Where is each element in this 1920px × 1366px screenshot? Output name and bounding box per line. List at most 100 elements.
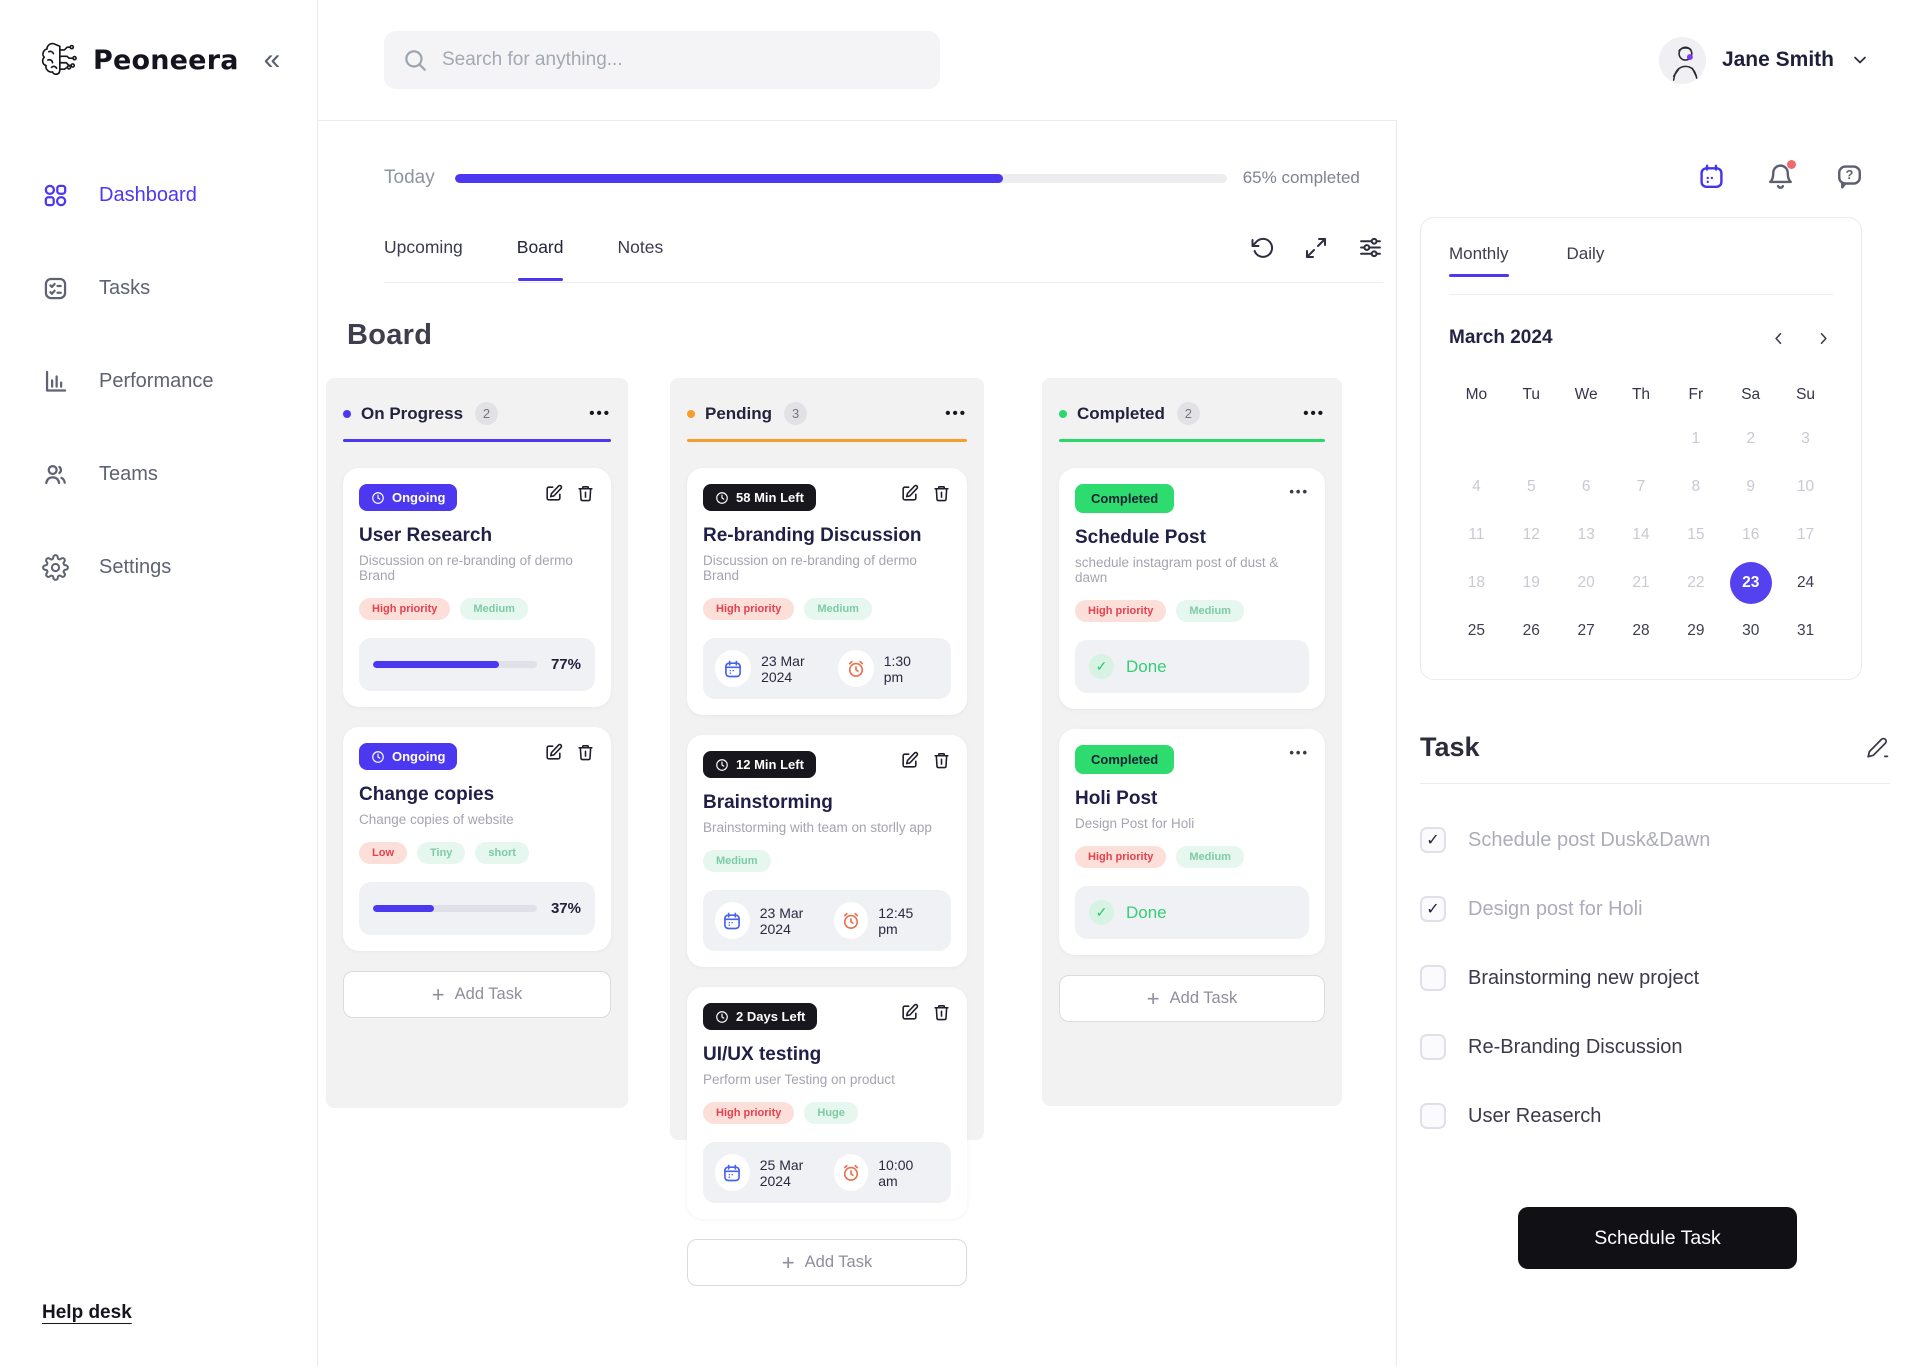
notifications-bell-icon[interactable]: [1766, 160, 1796, 191]
calendar-day[interactable]: 24: [1796, 574, 1815, 591]
calendar-day[interactable]: 18: [1467, 574, 1486, 591]
calendar-day[interactable]: 9: [1746, 478, 1756, 495]
more-menu-icon[interactable]: •••: [1303, 405, 1325, 422]
calendar-day[interactable]: 8: [1691, 478, 1701, 495]
add-task-button[interactable]: + Add Task: [1059, 975, 1325, 1022]
card-subtitle: Change copies of website: [359, 812, 514, 827]
calendar-day[interactable]: 12: [1522, 526, 1540, 543]
task-card-brainstorming[interactable]: 12 Min Left Brainstorming Brainstorming …: [687, 735, 967, 967]
task-checkbox[interactable]: [1420, 1103, 1446, 1129]
search-bar[interactable]: [384, 31, 940, 89]
schedule-task-button[interactable]: Schedule Task: [1518, 1207, 1797, 1269]
calendar-day[interactable]: 20: [1577, 574, 1595, 591]
sidebar-item-settings[interactable]: Settings: [42, 554, 317, 581]
calendar-day[interactable]: 31: [1796, 622, 1815, 639]
calendar-day[interactable]: 26: [1522, 622, 1540, 639]
edit-icon[interactable]: [900, 1003, 919, 1022]
user-menu[interactable]: Jane Smith: [1658, 36, 1870, 84]
clock-icon: [372, 491, 384, 504]
calendar-day[interactable]: 3: [1801, 430, 1810, 447]
calendar-day[interactable]: 4: [1472, 478, 1481, 495]
calendar-day[interactable]: 15: [1687, 526, 1705, 543]
calendar-day[interactable]: 11: [1468, 526, 1485, 543]
chevron-left-icon[interactable]: [1769, 329, 1788, 348]
calendar-day[interactable]: 1: [1691, 430, 1701, 447]
tab-monthly[interactable]: Monthly: [1449, 244, 1509, 277]
card-schedule: 23 Mar 2024 1:30 pm: [703, 638, 951, 699]
task-checkbox[interactable]: [1420, 965, 1446, 991]
tab-daily[interactable]: Daily: [1566, 244, 1605, 263]
add-task-button[interactable]: + Add Task: [687, 1239, 967, 1286]
card-progress: 37%: [359, 882, 595, 935]
task-card-holi-post[interactable]: Completed ••• Holi Post Design Post for …: [1059, 729, 1325, 955]
tab-board[interactable]: Board: [516, 237, 564, 281]
calendar-day[interactable]: 19: [1522, 574, 1540, 591]
calendar-day-selected[interactable]: 23: [1723, 559, 1778, 607]
task-card-change-copies[interactable]: Ongoing Change copies Change copies of w…: [343, 727, 611, 951]
sidebar-item-performance[interactable]: Performance: [42, 368, 317, 395]
tab-upcoming[interactable]: Upcoming: [384, 237, 463, 257]
edit-icon[interactable]: [544, 743, 563, 762]
filter-sliders-icon[interactable]: [1358, 235, 1383, 260]
task-card-user-research[interactable]: Ongoing User Research Discussion on re-b…: [343, 468, 611, 707]
edit-icon[interactable]: [544, 484, 563, 503]
calendar-day[interactable]: 25: [1467, 622, 1486, 639]
done-label: Done: [1126, 902, 1167, 922]
today-label: Today: [384, 167, 435, 188]
trash-icon[interactable]: [932, 484, 951, 503]
calendar-day[interactable]: 30: [1742, 622, 1760, 639]
more-menu-icon[interactable]: •••: [1289, 745, 1309, 760]
status-dot: [343, 409, 351, 418]
calendar-day[interactable]: 6: [1581, 478, 1591, 495]
calendar-day[interactable]: 2: [1746, 430, 1756, 447]
trash-icon[interactable]: [932, 751, 951, 770]
help-desk-link[interactable]: Help desk: [42, 1302, 132, 1323]
more-menu-icon[interactable]: •••: [589, 405, 611, 422]
sidebar-item-teams[interactable]: Teams: [42, 461, 317, 488]
calendar-day[interactable]: 21: [1632, 574, 1650, 591]
task-checkbox[interactable]: [1420, 896, 1446, 922]
sidebar-collapse-icon[interactable]: «: [263, 43, 281, 76]
refresh-icon[interactable]: [1250, 236, 1274, 260]
trash-icon[interactable]: [576, 484, 595, 503]
calendar-day[interactable]: 10: [1796, 478, 1815, 495]
chevron-right-icon[interactable]: [1814, 329, 1833, 348]
calendar-empty-cell: [1504, 415, 1559, 463]
expand-icon[interactable]: [1304, 236, 1328, 260]
calendar-day[interactable]: 22: [1687, 574, 1705, 591]
sidebar-item-dashboard[interactable]: Dashboard: [42, 182, 317, 209]
help-icon[interactable]: ?: [1835, 162, 1864, 191]
trash-icon[interactable]: [932, 1003, 951, 1022]
task-panel-title: Task: [1420, 732, 1480, 762]
calendar-day[interactable]: 14: [1632, 526, 1650, 543]
more-menu-icon[interactable]: •••: [945, 405, 967, 422]
calendar-outline-icon[interactable]: [1697, 162, 1726, 191]
task-checkbox[interactable]: [1420, 827, 1446, 853]
calendar-day[interactable]: 28: [1632, 622, 1650, 639]
time-left-pill: 12 Min Left: [703, 751, 816, 778]
calendar-day[interactable]: 16: [1742, 526, 1760, 543]
pencil-icon[interactable]: [1865, 735, 1890, 760]
done-status: ✓ Done: [1075, 640, 1309, 693]
task-card-rebranding[interactable]: 58 Min Left Re-branding Discussion Discu…: [687, 468, 967, 715]
add-task-button[interactable]: + Add Task: [343, 971, 611, 1018]
more-menu-icon[interactable]: •••: [1289, 484, 1309, 499]
chevron-down-icon[interactable]: [1850, 50, 1870, 70]
calendar-day[interactable]: 29: [1687, 622, 1705, 639]
task-card-schedule-post[interactable]: Completed ••• Schedule Post schedule ins…: [1059, 468, 1325, 709]
status-pill: Completed: [1075, 745, 1175, 774]
logo-area: Peoneera «: [0, 0, 318, 120]
calendar-day[interactable]: 17: [1796, 526, 1815, 543]
edit-icon[interactable]: [900, 484, 919, 503]
search-input[interactable]: [442, 49, 922, 71]
edit-icon[interactable]: [900, 751, 919, 770]
tab-notes[interactable]: Notes: [617, 237, 664, 257]
trash-icon[interactable]: [576, 743, 595, 762]
calendar-day[interactable]: 5: [1526, 478, 1536, 495]
calendar-day[interactable]: 27: [1577, 622, 1595, 639]
task-card-uiux[interactable]: 2 Days Left UI/UX testing Perform user T…: [687, 987, 967, 1219]
calendar-day[interactable]: 13: [1577, 526, 1595, 543]
calendar-day[interactable]: 7: [1636, 478, 1646, 495]
task-checkbox[interactable]: [1420, 1034, 1446, 1060]
sidebar-item-tasks[interactable]: Tasks: [42, 275, 317, 302]
